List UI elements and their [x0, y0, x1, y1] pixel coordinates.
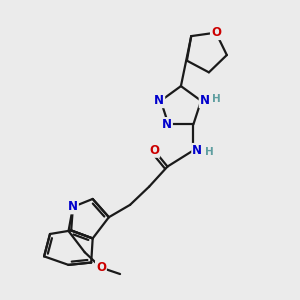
- Text: O: O: [149, 144, 159, 157]
- Text: N: N: [154, 94, 164, 107]
- Text: O: O: [96, 261, 106, 274]
- Text: O: O: [211, 26, 221, 39]
- Text: N: N: [162, 118, 172, 131]
- Text: H: H: [212, 94, 221, 104]
- Text: H: H: [205, 147, 214, 157]
- Text: N: N: [68, 200, 78, 213]
- Text: N: N: [200, 94, 210, 107]
- Text: N: N: [192, 144, 202, 157]
